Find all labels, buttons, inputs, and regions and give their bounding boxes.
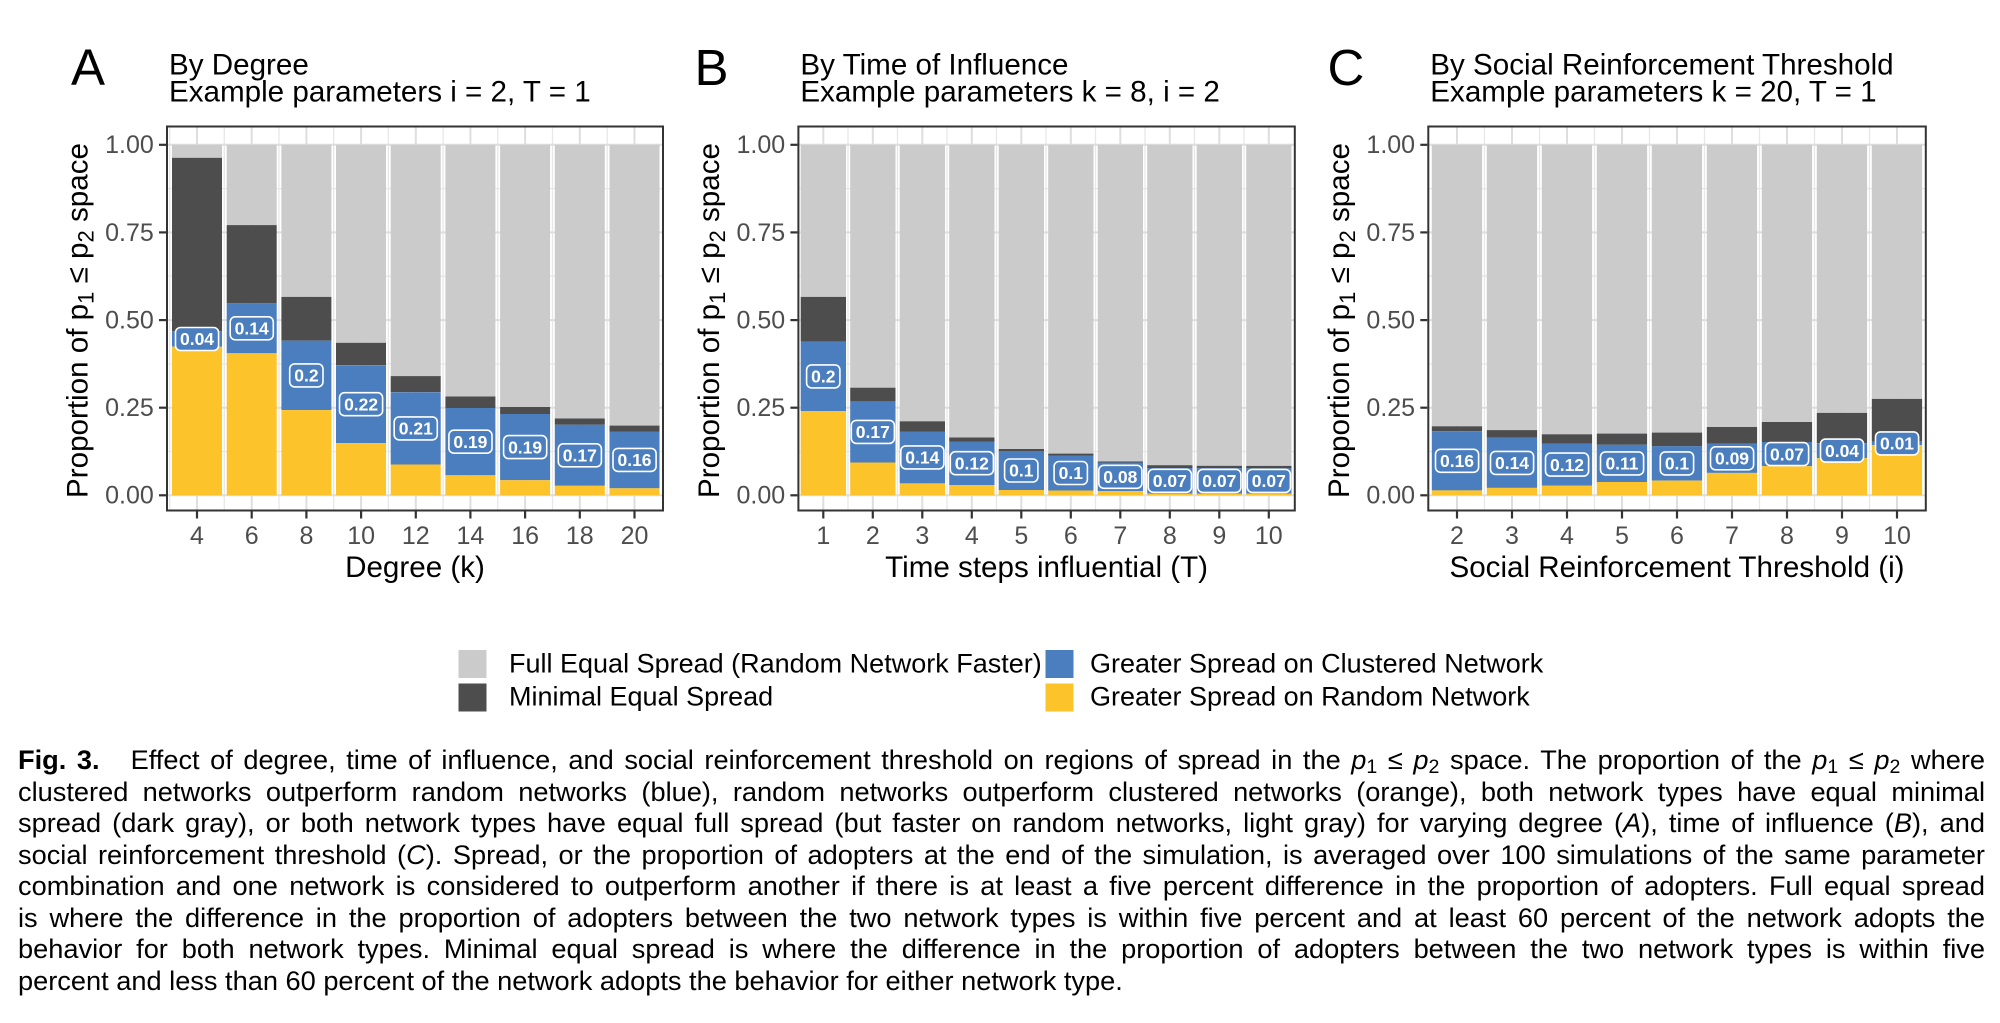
svg-text:0.75: 0.75 bbox=[105, 219, 154, 247]
svg-text:Example parameters i = 2, T =: Example parameters i = 2, T = 1 bbox=[169, 76, 591, 109]
svg-text:0.00: 0.00 bbox=[105, 482, 154, 510]
svg-text:9: 9 bbox=[1212, 522, 1226, 550]
svg-text:10: 10 bbox=[1883, 522, 1911, 550]
svg-text:8: 8 bbox=[1780, 522, 1794, 550]
svg-text:Greater Spread on Random Netwo: Greater Spread on Random Network bbox=[1090, 681, 1530, 711]
svg-text:0.12: 0.12 bbox=[955, 453, 989, 473]
svg-text:0.1: 0.1 bbox=[1665, 454, 1690, 474]
svg-text:6: 6 bbox=[1064, 522, 1078, 550]
svg-text:Proportion of p1 ≤ p2 space: Proportion of p1 ≤ p2 space bbox=[62, 143, 99, 498]
svg-text:0.22: 0.22 bbox=[344, 394, 378, 414]
svg-text:Social Reinforcement Threshold: Social Reinforcement Threshold (i) bbox=[1449, 551, 1904, 584]
svg-text:0.16: 0.16 bbox=[1440, 451, 1474, 471]
svg-text:Example parameters k = 20, T =: Example parameters k = 20, T = 1 bbox=[1430, 76, 1876, 109]
svg-text:0.01: 0.01 bbox=[1880, 434, 1914, 454]
svg-text:0.07: 0.07 bbox=[1252, 471, 1286, 491]
svg-text:0.14: 0.14 bbox=[235, 319, 269, 339]
svg-text:0.2: 0.2 bbox=[811, 367, 836, 387]
svg-text:0.08: 0.08 bbox=[1103, 467, 1137, 487]
svg-text:0.50: 0.50 bbox=[105, 306, 154, 334]
svg-text:C: C bbox=[1328, 39, 1365, 96]
svg-text:0.2: 0.2 bbox=[294, 366, 319, 386]
svg-text:0.07: 0.07 bbox=[1202, 471, 1236, 491]
svg-text:0.07: 0.07 bbox=[1153, 471, 1187, 491]
svg-text:0.19: 0.19 bbox=[508, 437, 542, 457]
svg-text:3: 3 bbox=[1505, 522, 1519, 550]
svg-text:Proportion of p1 ≤ p2 space: Proportion of p1 ≤ p2 space bbox=[1323, 143, 1360, 498]
svg-text:By Time of Influence: By Time of Influence bbox=[800, 48, 1068, 81]
svg-text:12: 12 bbox=[402, 522, 430, 550]
svg-text:Time steps influential (T): Time steps influential (T) bbox=[885, 551, 1208, 584]
svg-text:7: 7 bbox=[1725, 522, 1739, 550]
svg-text:Proportion of p1 ≤ p2 space: Proportion of p1 ≤ p2 space bbox=[693, 143, 730, 498]
svg-text:0.17: 0.17 bbox=[856, 422, 890, 442]
svg-text:18: 18 bbox=[566, 522, 594, 550]
svg-text:4: 4 bbox=[965, 522, 979, 550]
svg-text:0.09: 0.09 bbox=[1715, 449, 1749, 469]
svg-text:0.00: 0.00 bbox=[737, 482, 786, 510]
svg-text:8: 8 bbox=[1163, 522, 1177, 550]
svg-text:0.50: 0.50 bbox=[1366, 306, 1415, 334]
svg-text:Full Equal Spread (Random Netw: Full Equal Spread (Random Network Faster… bbox=[509, 649, 1042, 679]
svg-text:0.25: 0.25 bbox=[1366, 394, 1415, 422]
svg-text:B: B bbox=[695, 39, 729, 96]
svg-text:0.21: 0.21 bbox=[399, 419, 433, 439]
svg-text:0.50: 0.50 bbox=[737, 306, 786, 334]
svg-text:9: 9 bbox=[1835, 522, 1849, 550]
svg-text:0.1: 0.1 bbox=[1059, 463, 1084, 483]
svg-text:5: 5 bbox=[1014, 522, 1028, 550]
svg-text:1.00: 1.00 bbox=[105, 131, 154, 159]
svg-text:1.00: 1.00 bbox=[1366, 131, 1415, 159]
svg-text:10: 10 bbox=[1255, 522, 1283, 550]
svg-text:0.1: 0.1 bbox=[1009, 461, 1034, 481]
svg-text:8: 8 bbox=[299, 522, 313, 550]
svg-text:0.75: 0.75 bbox=[737, 219, 786, 247]
svg-text:0.14: 0.14 bbox=[905, 448, 939, 468]
svg-text:6: 6 bbox=[1670, 522, 1684, 550]
svg-text:0.25: 0.25 bbox=[105, 394, 154, 422]
svg-text:0.00: 0.00 bbox=[1366, 482, 1415, 510]
svg-text:0.75: 0.75 bbox=[1366, 219, 1415, 247]
svg-text:7: 7 bbox=[1113, 522, 1127, 550]
svg-text:4: 4 bbox=[1560, 522, 1574, 550]
svg-text:16: 16 bbox=[511, 522, 539, 550]
svg-text:1.00: 1.00 bbox=[737, 131, 786, 159]
svg-text:0.16: 0.16 bbox=[617, 450, 651, 470]
svg-text:Greater Spread on Clustered Ne: Greater Spread on Clustered Network bbox=[1090, 649, 1544, 679]
svg-text:0.17: 0.17 bbox=[563, 446, 597, 466]
svg-text:3: 3 bbox=[915, 522, 929, 550]
svg-text:Minimal Equal Spread: Minimal Equal Spread bbox=[509, 681, 773, 711]
svg-text:Degree (k): Degree (k) bbox=[345, 551, 485, 584]
svg-text:1: 1 bbox=[816, 522, 830, 550]
svg-text:10: 10 bbox=[347, 522, 375, 550]
svg-text:By Degree: By Degree bbox=[169, 48, 309, 81]
svg-text:2: 2 bbox=[866, 522, 880, 550]
svg-text:14: 14 bbox=[456, 522, 484, 550]
svg-text:0.04: 0.04 bbox=[180, 329, 214, 349]
svg-text:5: 5 bbox=[1615, 522, 1629, 550]
svg-text:0.19: 0.19 bbox=[453, 432, 487, 452]
svg-text:0.04: 0.04 bbox=[1825, 441, 1859, 461]
svg-text:By Social Reinforcement Thresh: By Social Reinforcement Threshold bbox=[1430, 48, 1893, 81]
svg-text:6: 6 bbox=[245, 522, 259, 550]
svg-text:A: A bbox=[71, 39, 105, 96]
svg-text:0.07: 0.07 bbox=[1770, 444, 1804, 464]
svg-text:0.11: 0.11 bbox=[1605, 454, 1638, 474]
svg-text:4: 4 bbox=[190, 522, 204, 550]
svg-text:Example parameters k = 8, i =: Example parameters k = 8, i = 2 bbox=[800, 76, 1219, 109]
svg-text:2: 2 bbox=[1450, 522, 1464, 550]
svg-text:0.25: 0.25 bbox=[737, 394, 786, 422]
svg-text:0.12: 0.12 bbox=[1550, 455, 1584, 475]
svg-text:0.14: 0.14 bbox=[1495, 453, 1529, 473]
svg-text:20: 20 bbox=[621, 522, 649, 550]
